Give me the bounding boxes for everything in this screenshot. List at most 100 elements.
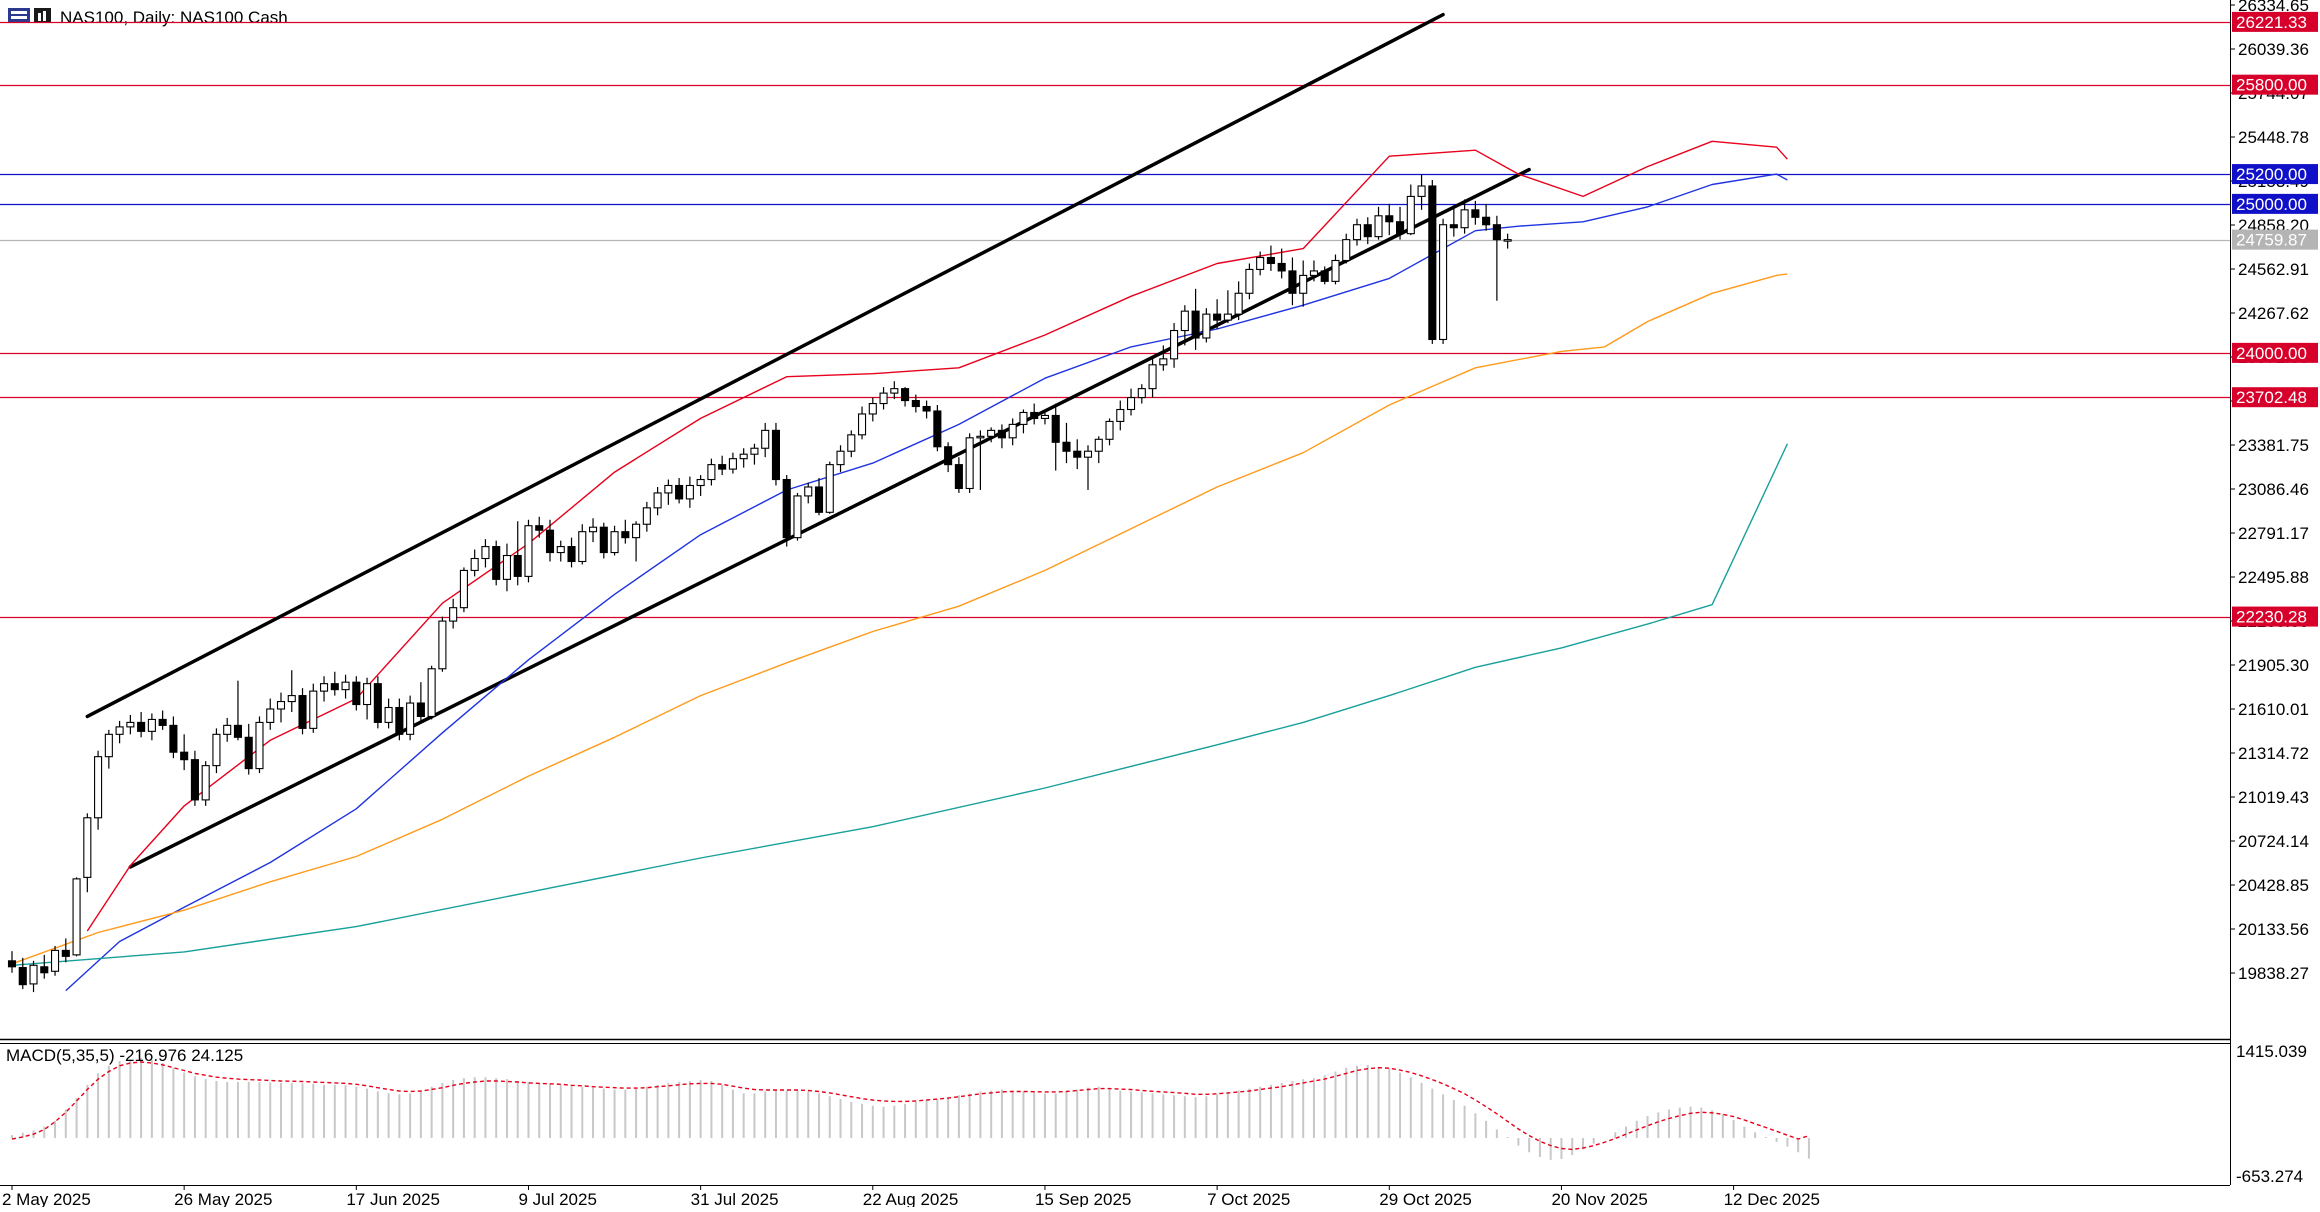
price-tick-label: 21314.72: [2238, 744, 2309, 763]
candle: [761, 422, 770, 458]
candle: [675, 478, 684, 504]
candle: [1094, 436, 1103, 464]
candle: [287, 670, 296, 712]
candle: [50, 945, 60, 976]
candle: [1159, 345, 1168, 371]
candle: [965, 433, 974, 493]
candle: [1439, 218, 1448, 344]
candle: [1428, 180, 1437, 344]
candle: [782, 475, 791, 547]
candle: [416, 682, 425, 721]
macd-label: MACD(5,35,5) -216.976 24.125: [6, 1046, 243, 1065]
candle: [470, 549, 479, 577]
candle: [621, 519, 630, 544]
candle: [707, 458, 716, 486]
candle: [890, 381, 899, 400]
price-tick-label: 26334.65: [2238, 0, 2309, 15]
candle: [158, 710, 167, 730]
candle: [1148, 355, 1157, 398]
channel-line-0[interactable]: [85, 12, 1445, 719]
ma-line-slow: [11, 273, 1788, 965]
candle: [1040, 409, 1050, 425]
candle: [1083, 445, 1093, 490]
date-tick-label: 12 Dec 2025: [1724, 1190, 1820, 1207]
candle: [718, 455, 727, 476]
candle: [922, 400, 931, 419]
candle: [728, 452, 737, 474]
candle: [212, 728, 221, 774]
candle: [1030, 403, 1039, 425]
candle: [1406, 184, 1415, 236]
price-tick-label: 24267.62: [2238, 304, 2309, 323]
candle: [223, 717, 232, 742]
candle: [1223, 290, 1232, 324]
ma-line-mid: [65, 173, 1788, 992]
candle: [739, 448, 748, 468]
price-tick-label: 20133.56: [2238, 920, 2309, 939]
candle: [933, 405, 942, 452]
candle: [987, 427, 996, 443]
price-tick-label: 23086.46: [2238, 480, 2309, 499]
candle: [1180, 305, 1189, 346]
candle: [1105, 418, 1114, 446]
price-tag-blue: 25000.00: [2232, 193, 2318, 214]
candle: [319, 676, 329, 702]
candle: [578, 524, 587, 565]
candle: [1116, 400, 1125, 431]
candle: [664, 479, 673, 505]
candle: [233, 680, 243, 741]
candle: [632, 521, 641, 562]
price-tick-label: 23381.75: [2238, 436, 2309, 455]
candle: [40, 954, 49, 979]
price-tick-label: 22495.88: [2238, 568, 2309, 587]
candle: [1503, 233, 1512, 249]
candle: [1492, 215, 1501, 301]
candle: [879, 387, 888, 410]
candle: [804, 482, 813, 504]
candle: [642, 501, 651, 532]
candle: [954, 457, 963, 493]
moving-averages-layer: [11, 140, 1789, 992]
candle: [911, 394, 920, 413]
price-tick-label: 19838.27: [2238, 964, 2309, 983]
candle: [793, 492, 802, 541]
svg-text:26221.33: 26221.33: [2236, 13, 2307, 32]
date-tick-label: 20 Nov 2025: [1551, 1190, 1647, 1207]
candle: [857, 406, 867, 440]
date-tick-label: 2 May 2025: [2, 1190, 91, 1207]
candle: [438, 616, 447, 672]
candle: [868, 397, 877, 422]
candle: [1191, 288, 1200, 350]
price-tick-label: 25448.78: [2238, 128, 2309, 147]
candle: [352, 676, 361, 711]
candle: [395, 698, 404, 741]
price-tick-label: 21019.43: [2238, 788, 2309, 807]
candle: [814, 478, 824, 516]
candle: [276, 692, 286, 723]
candle: [696, 475, 705, 496]
date-tick-label: 7 Oct 2025: [1207, 1190, 1290, 1207]
candle: [7, 951, 17, 973]
candle: [94, 750, 103, 830]
price-tag-red: 23702.48: [2232, 387, 2318, 408]
candle: [524, 519, 533, 583]
candles-layer: [7, 174, 1512, 993]
date-tick-label: 26 May 2025: [174, 1190, 272, 1207]
svg-text:22230.28: 22230.28: [2236, 608, 2307, 627]
candle: [244, 723, 253, 775]
candle: [126, 714, 135, 735]
candle: [535, 516, 544, 538]
date-tick-label: 15 Sep 2025: [1035, 1190, 1131, 1207]
candle: [901, 387, 910, 407]
candle: [1342, 233, 1351, 264]
candle: [72, 877, 81, 957]
candle: [341, 674, 350, 699]
candle: [373, 676, 382, 729]
candle: [944, 442, 953, 473]
price-tick-label: 21905.30: [2238, 656, 2309, 675]
candle: [1202, 308, 1211, 343]
candle: [298, 688, 307, 735]
price-tag-red: 26221.33: [2232, 11, 2318, 32]
date-tick-label: 22 Aug 2025: [863, 1190, 958, 1207]
